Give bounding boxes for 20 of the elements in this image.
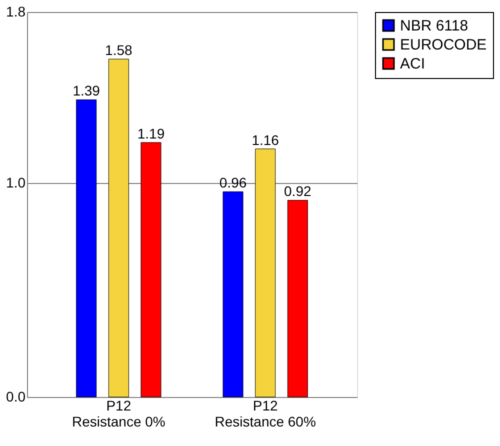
y-tick-label: 1.0	[6, 174, 26, 191]
data-label: 1.19	[137, 125, 165, 142]
bar	[255, 148, 276, 398]
data-label: 1.58	[105, 42, 133, 58]
bar	[222, 191, 244, 398]
data-label: 0.96	[219, 174, 247, 191]
legend-label: EUROCODE	[400, 36, 487, 54]
y-tick-label: 1.8	[6, 4, 26, 20]
data-label: 1.16	[252, 132, 280, 148]
bar	[108, 58, 129, 398]
x-tick-label: P12 Resistance 60%	[214, 398, 316, 430]
x-tick-label: P12 Resistance 0%	[72, 398, 166, 430]
y-tick-label: 0.0	[6, 388, 26, 404]
legend-label: ACI	[400, 56, 426, 72]
bar	[287, 200, 308, 398]
data-label: 0.92	[284, 183, 312, 200]
bar	[140, 142, 162, 398]
bar	[76, 99, 97, 398]
data-label: 1.39	[72, 82, 100, 99]
legend-label: NBR 6118	[400, 18, 468, 34]
